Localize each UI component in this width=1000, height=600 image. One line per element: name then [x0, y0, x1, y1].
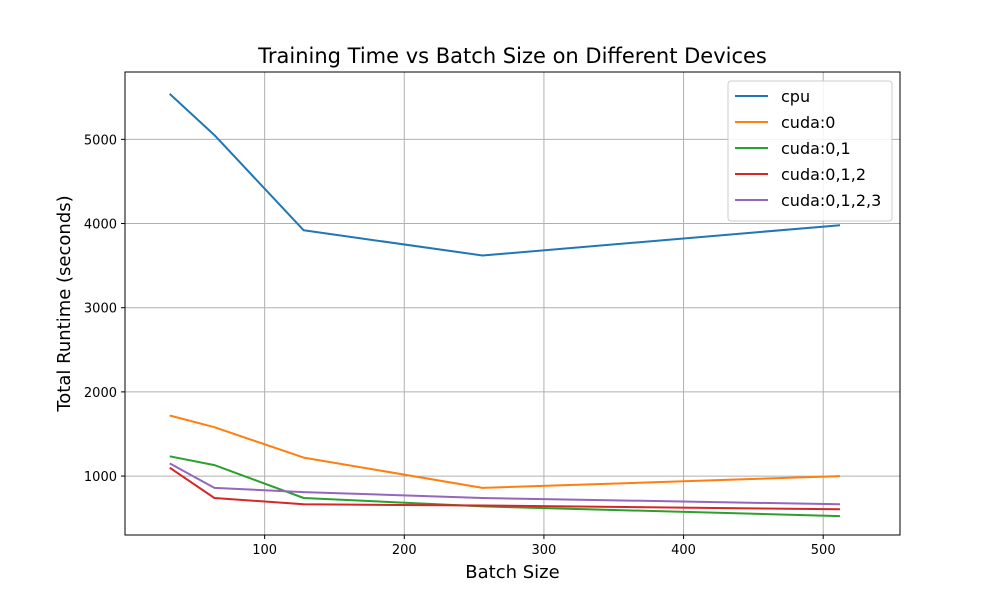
series-line-cuda-0 — [169, 414, 841, 489]
legend-label: cpu — [781, 87, 810, 106]
legend: cpu cuda:0 cuda:0,1 cuda:0,1,2 cuda:0,1,2,3 — [727, 80, 893, 222]
y-tick-label: 2000 — [84, 386, 117, 401]
legend-box — [727, 80, 893, 222]
legend-label: cuda:0,1,2,3 — [781, 191, 881, 210]
series-line-cuda-0-1-2 — [169, 466, 841, 511]
legend-label: cuda:0,1 — [781, 139, 851, 158]
axis-ticks: 100 200 300 400 500 1000 2000 3000 4000 5000 — [84, 133, 836, 558]
x-axis-title: Batch Size — [465, 562, 559, 583]
x-tick-label: 500 — [811, 543, 836, 558]
y-tick-label: 3000 — [84, 302, 117, 317]
y-tick-label: 5000 — [84, 133, 117, 148]
y-tick-label: 1000 — [84, 470, 117, 485]
chart-title: Training Time vs Batch Size on Different… — [257, 44, 767, 68]
x-tick-label: 100 — [252, 543, 277, 558]
x-tick-label: 300 — [532, 543, 557, 558]
legend-label: cuda:0 — [781, 113, 835, 132]
series-lines — [169, 93, 841, 518]
y-axis-title: Total Runtime (seconds) — [54, 195, 75, 412]
series-line-cuda-0-1 — [169, 455, 841, 518]
series-line-cpu — [169, 93, 841, 257]
legend-label: cuda:0,1,2 — [781, 165, 866, 184]
series-line-cuda-0-1-2-3 — [169, 462, 841, 506]
y-tick-label: 4000 — [84, 218, 117, 233]
plot-frame — [124, 71, 901, 536]
x-tick-label: 400 — [671, 543, 696, 558]
x-tick-label: 200 — [392, 543, 417, 558]
